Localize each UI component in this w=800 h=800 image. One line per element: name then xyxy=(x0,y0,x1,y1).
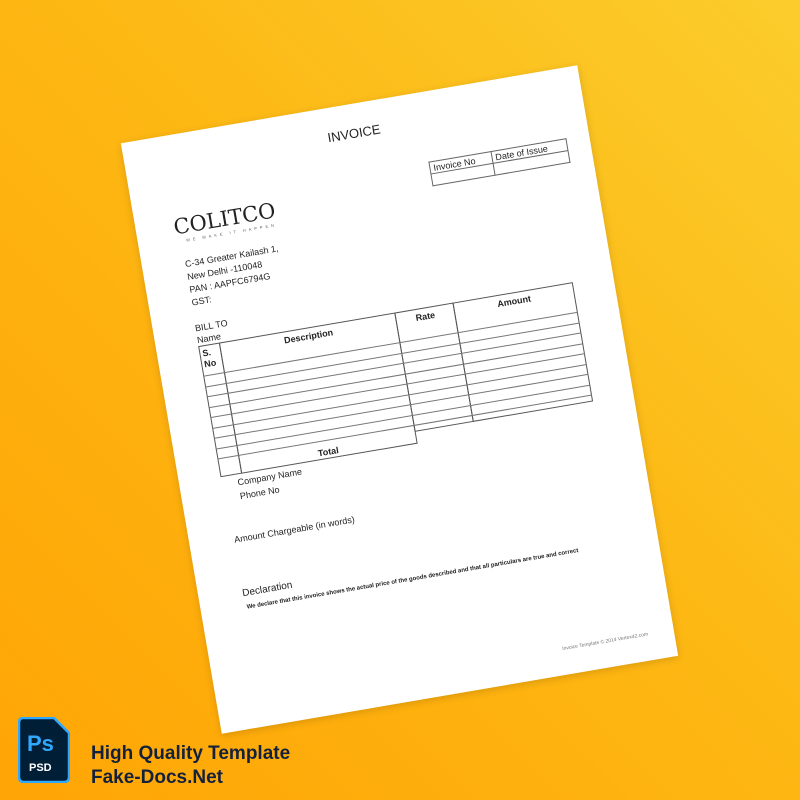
bill-to-label: BILL TO xyxy=(194,317,229,334)
promo-site: Fake-Docs.Net xyxy=(91,767,223,788)
promo-text: High Quality Template Fake-Docs.Net xyxy=(91,742,290,790)
template-footer: Invoice Template © 2014 Vertex42.com xyxy=(561,631,649,653)
invoice-document: INVOICE Invoice No Date of Issue COLITCO… xyxy=(120,65,679,734)
phone-label: Phone No xyxy=(239,484,281,502)
items-table: S. No Description Total Rate Amount xyxy=(198,282,595,479)
declaration-heading: Declaration xyxy=(241,579,294,600)
psd-label: PSD xyxy=(29,762,52,774)
promo-line-1: High Quality Template xyxy=(91,743,291,764)
table-row xyxy=(203,311,578,377)
invoice-meta-table: Invoice No Date of Issue xyxy=(428,138,570,186)
photoshop-psd-icon: Ps PSD xyxy=(18,717,70,783)
amount-in-words-label: Amount Chargeable (in words) xyxy=(233,514,356,545)
declaration-text: We declare that this invoice shows the a… xyxy=(246,548,579,611)
ps-glyph: Ps xyxy=(27,731,54,756)
company-address: C-34 Greater Kailash 1, New Delhi -11004… xyxy=(184,242,286,309)
table-rows xyxy=(198,282,595,479)
table-row xyxy=(204,322,580,388)
